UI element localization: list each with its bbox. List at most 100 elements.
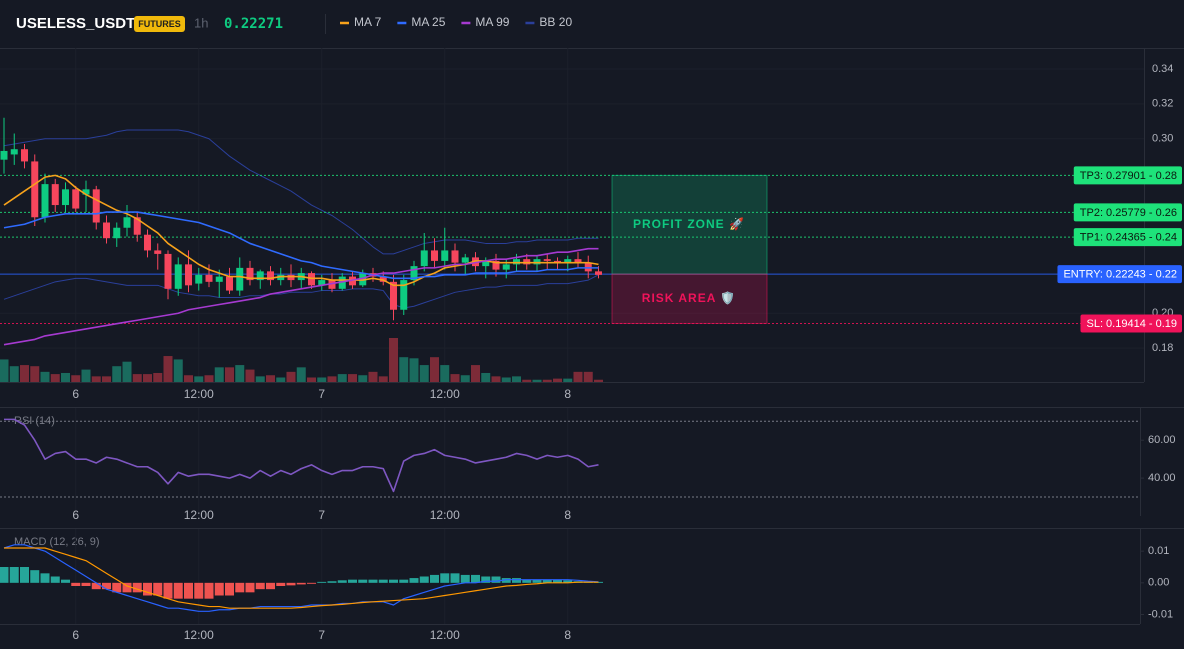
candle-body xyxy=(502,264,510,270)
volume-bar xyxy=(368,371,378,382)
macd-histogram-bar xyxy=(399,579,409,583)
volume-bar xyxy=(563,378,573,382)
macd-histogram-bar xyxy=(245,582,255,593)
volume-bar xyxy=(71,375,81,382)
legend-label: MA 7 xyxy=(354,15,382,29)
volume-bar xyxy=(471,365,480,382)
volume-bar xyxy=(235,365,245,382)
candle-body xyxy=(379,276,387,282)
macd-title: MACD (12, 26, 9) xyxy=(14,536,100,548)
level-tag-label: SL: 0.19414 - 0.19 xyxy=(1086,318,1177,330)
y-tick-label: 60.00 xyxy=(1148,434,1176,446)
zone-label: RISK AREA 🛡️ xyxy=(642,291,736,305)
x-tick-label: 8 xyxy=(564,508,571,522)
macd-histogram-bar xyxy=(317,581,327,583)
candle-body xyxy=(287,274,295,281)
volume-bar xyxy=(522,379,532,382)
volume-bar xyxy=(512,376,521,382)
zone xyxy=(611,174,768,275)
macd-histogram-bar xyxy=(460,574,470,583)
level-tag xyxy=(1057,265,1182,284)
candle-body xyxy=(400,280,408,310)
volume-bar xyxy=(143,374,152,382)
candle-body xyxy=(420,250,428,267)
level-tag-label: ENTRY: 0.22243 - 0.22 xyxy=(1063,269,1177,281)
candle-body xyxy=(113,227,121,239)
macd-histogram-bar xyxy=(419,576,429,583)
volume-bar xyxy=(225,367,234,382)
candle-body xyxy=(595,271,602,275)
candle-body xyxy=(82,189,90,195)
macd-histogram-bar xyxy=(532,579,542,583)
zone xyxy=(611,273,768,324)
volume-bar xyxy=(61,372,70,382)
macd-histogram-bar xyxy=(440,573,450,583)
volume-bar xyxy=(132,374,142,382)
macd-histogram-bar xyxy=(81,582,91,586)
candle-body xyxy=(533,259,541,265)
y-tick-label: 0.34 xyxy=(1152,63,1173,75)
level-tag-label: TP2: 0.25779 - 0.26 xyxy=(1080,207,1177,219)
candle-body xyxy=(441,250,449,261)
candle-body xyxy=(51,184,59,206)
y-tick-label: 0.00 xyxy=(1148,577,1169,589)
volume-bar xyxy=(102,376,111,382)
macd-line xyxy=(3,544,599,612)
macd-histogram-bar xyxy=(348,579,357,583)
macd-histogram-bar xyxy=(20,567,29,583)
y-tick-label: 0.01 xyxy=(1148,545,1169,557)
candle-body xyxy=(123,217,131,228)
candle-body xyxy=(472,257,479,267)
volume-bar xyxy=(173,359,183,382)
macd-histogram-bar xyxy=(276,582,286,586)
candle-body xyxy=(338,276,346,289)
candle-body xyxy=(349,276,356,286)
macd-histogram-bar xyxy=(9,567,19,583)
volume-bar xyxy=(307,377,316,382)
macd-histogram-bar xyxy=(368,579,378,583)
level-tag xyxy=(1080,314,1182,333)
volume-bar xyxy=(399,357,409,382)
volume-bar xyxy=(450,374,460,382)
candle-body xyxy=(72,189,80,209)
volume-bar xyxy=(204,375,214,382)
macd-histogram-bar xyxy=(450,573,460,583)
level-tag xyxy=(1073,203,1182,222)
candle-body xyxy=(277,274,285,281)
macd-histogram-bar xyxy=(409,578,419,583)
macd-histogram-bar xyxy=(512,578,521,583)
macd-histogram-bar xyxy=(327,581,337,583)
volume-bar xyxy=(501,377,511,382)
x-tick-label: 7 xyxy=(318,628,325,642)
candle-body xyxy=(21,149,28,162)
volume-bar xyxy=(112,366,122,382)
symbol: USELESS_USDT xyxy=(16,15,135,32)
volume-bar xyxy=(378,376,388,382)
volume-bar xyxy=(296,367,306,382)
macd-histogram-bar xyxy=(30,570,40,583)
candle-body xyxy=(482,260,490,267)
zone-label: PROFIT ZONE 🚀 xyxy=(633,217,745,231)
candle-body xyxy=(144,234,151,251)
last-price: 0.22271 xyxy=(224,16,283,32)
macd-histogram-bar xyxy=(266,582,275,590)
volume-bar xyxy=(30,366,40,382)
macd-histogram-bar xyxy=(337,580,347,583)
candle-body xyxy=(236,267,244,291)
macd-histogram-bar xyxy=(235,582,245,593)
macd-histogram-bar xyxy=(522,579,532,583)
volume-bar xyxy=(0,359,9,382)
candle-body xyxy=(584,262,592,272)
rsi-line xyxy=(4,418,599,493)
volume-bar xyxy=(573,371,583,382)
badge-bg xyxy=(134,16,185,32)
x-tick-label: 7 xyxy=(318,387,325,401)
candle-body xyxy=(318,280,326,286)
ma-line xyxy=(3,174,599,287)
candle-body xyxy=(0,150,8,160)
candle-body xyxy=(92,189,100,223)
volume-bar xyxy=(286,371,296,382)
macd-histogram-bar xyxy=(491,576,501,583)
